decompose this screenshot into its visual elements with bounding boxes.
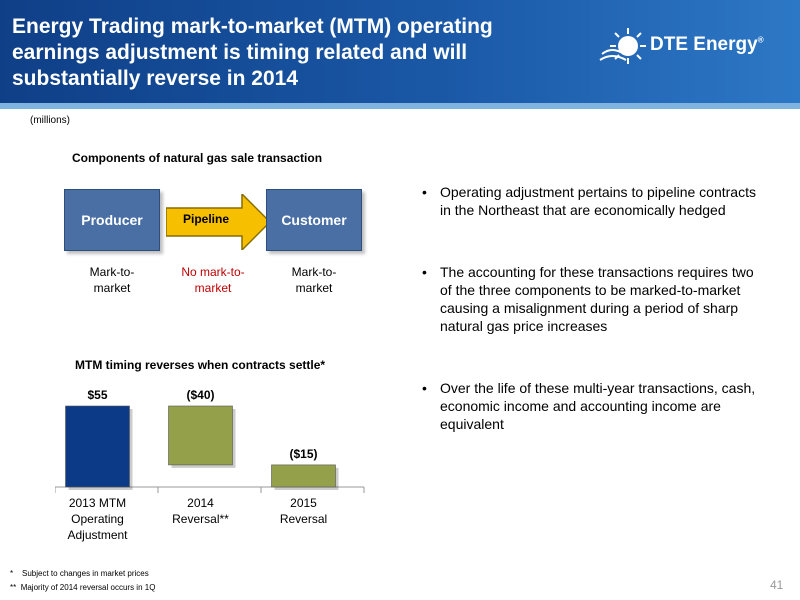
customer-label: Customer: [281, 212, 347, 228]
category-label-1: Operating: [71, 512, 124, 526]
bar-1: [65, 405, 130, 488]
dte-logo: DTE Energy®: [598, 24, 788, 70]
bar-3: [271, 464, 336, 488]
bullet-dot: •: [422, 380, 427, 396]
bar-data-label-3: ($15): [289, 447, 317, 461]
bar-data-label-1: $55: [87, 388, 107, 402]
pipeline-arrow-icon: [166, 194, 270, 250]
producer-note-line-2: market: [93, 281, 131, 295]
pipeline-note-line-1: No mark-to-: [181, 265, 245, 279]
title-line-1: Energy Trading mark-to-market (MTM) oper…: [12, 15, 493, 38]
bullet-list: • Operating adjustment pertains to pipel…: [422, 183, 762, 433]
footnote-text-1: Subject to changes in market prices: [22, 569, 149, 578]
bar-2: [168, 405, 233, 466]
bullet-item: • Operating adjustment pertains to pipel…: [422, 183, 762, 219]
logo-wordmark: DTE Energy: [650, 34, 758, 55]
producer-box: Producer: [64, 189, 160, 251]
customer-note-line-2: market: [295, 281, 333, 295]
bar-data-label-2: ($40): [186, 388, 214, 402]
pipeline-note-line-2: market: [194, 281, 232, 295]
footnote-mark-2: **: [10, 583, 17, 592]
title-line-2: earnings adjustment is timing related an…: [12, 41, 468, 64]
flow-title: Components of natural gas sale transacti…: [72, 151, 323, 165]
customer-note: Mark-to- market: [264, 264, 364, 296]
bullet-item: • The accounting for these transactions …: [422, 263, 762, 335]
footnote-2: ** Majority of 2014 reversal occurs in 1…: [10, 583, 155, 592]
category-label-3: Reversal: [280, 512, 327, 526]
bullet-text-3: Over the life of these multi-year transa…: [440, 380, 756, 432]
bullet-text-1: Operating adjustment pertains to pipelin…: [440, 184, 756, 218]
chart-title: MTM timing reverses when contracts settl…: [75, 358, 326, 372]
footnote-text-2: Majority of 2014 reversal occurs in 1Q: [20, 583, 156, 592]
logo-registered-mark: ®: [757, 35, 764, 45]
footnote-1: * Subject to changes in market prices: [10, 569, 149, 578]
pipeline-label: Pipeline: [182, 212, 229, 226]
category-label-2: Reversal**: [172, 512, 229, 526]
producer-note: Mark-to- market: [62, 264, 162, 296]
producer-label: Producer: [81, 212, 143, 228]
category-label-2: 2014: [187, 496, 214, 510]
category-label-1: 2013 MTM: [69, 496, 126, 510]
producer-note-line-1: Mark-to-: [89, 265, 135, 279]
header-banner: Energy Trading mark-to-market (MTM) oper…: [0, 0, 800, 103]
title-line-3: substantially reverse in 2014: [12, 67, 298, 90]
logo-text: DTE Energy®: [650, 34, 764, 56]
customer-note-line-1: Mark-to-: [291, 265, 337, 279]
category-label-3: 2015: [290, 496, 317, 510]
bullet-dot: •: [422, 264, 427, 280]
page-number: 41: [770, 578, 784, 592]
footnote-mark-1: *: [10, 569, 14, 578]
bullet-item: • Over the life of these multi-year tran…: [422, 379, 762, 433]
sun-logo-icon: [599, 28, 646, 64]
bullet-dot: •: [422, 184, 427, 200]
page-title: Energy Trading mark-to-market (MTM) oper…: [12, 14, 572, 92]
category-label-1: Adjustment: [67, 528, 128, 542]
bullet-text-2: The accounting for these transactions re…: [440, 264, 754, 334]
units-label: (millions): [30, 115, 70, 126]
customer-box: Customer: [266, 189, 362, 251]
header-stripe: [0, 103, 800, 109]
pipeline-note: No mark-to- market: [163, 264, 263, 296]
mtm-bar-chart: $55 2013 MTM Operating Adjustment ($40) 2014 R…: [55, 388, 365, 542]
